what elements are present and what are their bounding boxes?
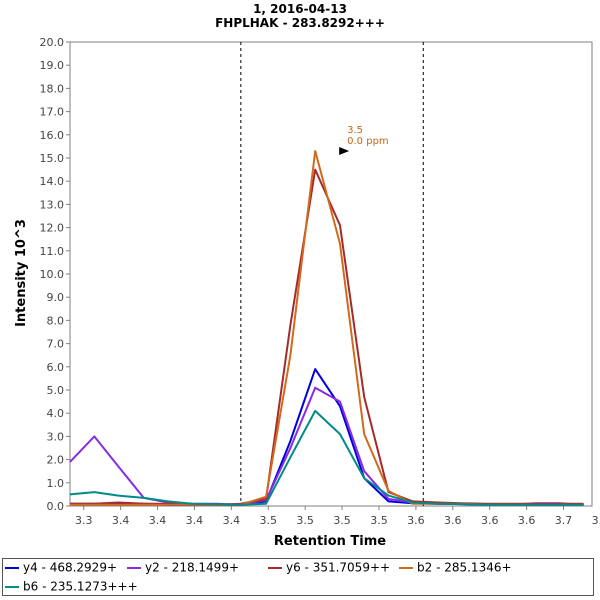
chart-title: 1, 2016-04-13	[253, 2, 347, 16]
chart-subtitle: FHPLHAK - 283.8292+++	[215, 16, 385, 30]
legend-label: y6 - 351.7059++	[286, 560, 391, 575]
x-axis-label: Retention Time	[274, 534, 386, 549]
x-tick-label: 3.7	[592, 514, 600, 527]
legend-item-3: b2 - 285.1346+	[399, 560, 512, 578]
x-axis: 3.3 3.4 3.4 3.4 3.4 3.5 3.5 3.5 3.5 3.6 3.6 3.6 3.6 3…	[75, 506, 600, 527]
y-tick-label: 14.0	[40, 175, 65, 188]
peak-annotation-ppm: 0.0 ppm	[347, 136, 389, 147]
legend-swatch	[268, 566, 282, 569]
legend-swatch	[5, 566, 19, 569]
peak-annotation: 3.50.0 ppm	[339, 125, 389, 156]
legend-item-4: b6 - 235.1273+++	[5, 579, 138, 597]
y-tick-label: 8.0	[47, 314, 65, 327]
y-tick-label: 15.0	[40, 152, 65, 165]
x-tick-label: 3.5	[260, 514, 278, 527]
x-tick-label: 3.6	[444, 514, 462, 527]
legend-swatch	[5, 585, 19, 588]
y-tick-label: 3.0	[47, 430, 65, 443]
x-tick-label: 3.4	[223, 514, 241, 527]
legend-label: b2 - 285.1346+	[417, 560, 512, 575]
x-tick-label: 3.6	[407, 514, 425, 527]
y-tick-label: 18.0	[40, 82, 65, 95]
y-tick-label: 0.0	[47, 500, 65, 513]
y-tick-label: 19.0	[40, 59, 65, 72]
series-lines	[69, 150, 584, 506]
x-tick-label: 3.6	[518, 514, 536, 527]
x-tick-label: 3.7	[555, 514, 573, 527]
legend-item-1: y2 - 218.1499+	[127, 560, 239, 578]
x-tick-label: 3.6	[481, 514, 499, 527]
legend: y4 - 468.2929+ y2 - 218.1499+ y6 - 351.705…	[2, 558, 594, 596]
legend-swatch	[127, 566, 141, 569]
y-tick-label: 11.0	[40, 245, 65, 258]
peak-annotation-rt: 3.5	[347, 125, 363, 136]
y-tick-label: 10.0	[40, 268, 65, 281]
x-tick-label: 3.5	[333, 514, 351, 527]
series-line-4	[69, 409, 584, 506]
legend-label: y2 - 218.1499+	[145, 560, 240, 575]
legend-swatch	[399, 566, 413, 569]
y-tick-label: 2.0	[47, 454, 65, 467]
chart-plot: 0.0 1.0 2.0 3.0 4.0 5.0 6.0 7.0 8.0 9.0 10.0 11.0 12…	[14, 36, 600, 549]
peak-marker-arrow	[339, 147, 350, 156]
x-tick-label: 3.5	[370, 514, 388, 527]
x-tick-label: 3.3	[75, 514, 93, 527]
x-tick-label: 3.4	[112, 514, 130, 527]
y-tick-label: 1.0	[47, 477, 65, 490]
y-tick-label: 7.0	[47, 338, 65, 351]
y-tick-label: 20.0	[40, 36, 65, 49]
y-tick-label: 6.0	[47, 361, 65, 374]
y-tick-label: 17.0	[40, 106, 65, 119]
x-tick-label: 3.4	[186, 514, 204, 527]
legend-label: b6 - 235.1273+++	[23, 579, 138, 594]
y-tick-label: 12.0	[40, 222, 65, 235]
plot-area	[69, 41, 593, 507]
y-tick-label: 16.0	[40, 129, 65, 142]
y-tick-label: 9.0	[47, 291, 65, 304]
y-axis: 0.0 1.0 2.0 3.0 4.0 5.0 6.0 7.0 8.0 9.0 10.0 11.0 12…	[40, 36, 70, 513]
y-tick-label: 5.0	[47, 384, 65, 397]
legend-label: y4 - 468.2929+	[23, 560, 118, 575]
x-tick-label: 3.4	[149, 514, 167, 527]
x-tick-label: 3.5	[296, 514, 314, 527]
legend-item-2: y6 - 351.7059++	[268, 560, 390, 578]
legend-item-0: y4 - 468.2929+	[5, 560, 117, 578]
y-tick-label: 4.0	[47, 407, 65, 420]
y-axis-label: Intensity 10^3	[14, 219, 29, 327]
integration-boundaries	[240, 42, 424, 506]
y-tick-label: 13.0	[40, 198, 65, 211]
